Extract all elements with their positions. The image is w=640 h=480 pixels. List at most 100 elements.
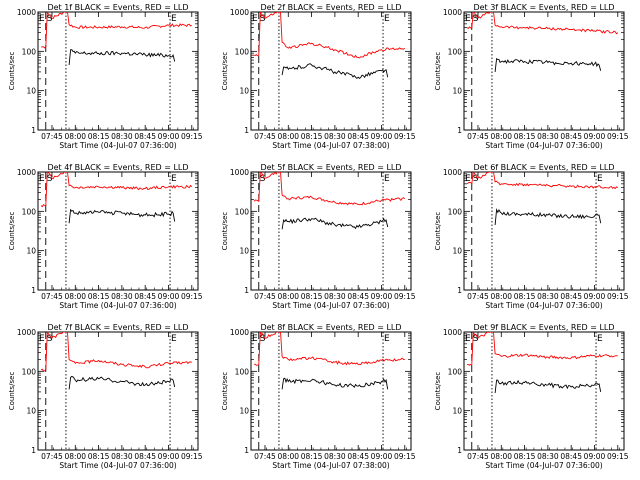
x-tick-label: 08:00	[277, 452, 299, 461]
plot-frame	[463, 171, 625, 291]
x-axis-label: Start Time (04-Jul-07 07:36:00)	[59, 301, 176, 310]
x-tick-label: 08:30	[324, 292, 346, 301]
y-axis-label: Counts/sec	[434, 212, 442, 251]
x-tick-label: 08:45	[560, 132, 582, 141]
x-tick-label: 07:45	[41, 132, 63, 141]
y-axis-label: Counts/sec	[221, 52, 229, 91]
event-marker-label: E	[39, 334, 45, 344]
series-lld-line	[467, 332, 618, 366]
y-tick-label: 10	[239, 87, 249, 96]
x-tick-label: 07:45	[467, 292, 489, 301]
y-axis-label: Counts/sec	[221, 212, 229, 251]
y-tick-label: 1000	[443, 168, 462, 177]
x-tick-label: 08:15	[514, 292, 536, 301]
x-tick-label: 08:45	[134, 452, 156, 461]
series-events-line	[281, 377, 389, 390]
x-tick-label: 07:45	[254, 292, 276, 301]
event-marker-label: E	[171, 174, 177, 184]
y-axis-label: Counts/sec	[434, 372, 442, 411]
y-tick-label: 100	[22, 47, 37, 56]
x-tick-label: 08:30	[537, 452, 559, 461]
y-tick-label: 1	[244, 126, 249, 135]
series-lld-line	[40, 172, 193, 208]
x-tick-label: 08:00	[490, 132, 512, 141]
x-tick-label: 08:45	[134, 132, 156, 141]
y-tick-label: 10	[452, 87, 462, 96]
x-tick-label: 08:30	[324, 452, 346, 461]
x-tick-label: 08:00	[277, 132, 299, 141]
event-marker-label: S	[473, 174, 479, 184]
x-tick-label: 09:00	[158, 132, 180, 141]
x-tick-label: 08:30	[111, 452, 133, 461]
x-tick-label: 08:15	[88, 132, 110, 141]
series-events-line	[68, 49, 176, 66]
x-tick-label: 08:15	[301, 132, 323, 141]
x-tick-label: 08:30	[111, 292, 133, 301]
plot-frame	[37, 331, 199, 451]
x-tick-label: 07:45	[254, 452, 276, 461]
x-tick-label: 08:15	[514, 132, 536, 141]
plot-frame	[250, 11, 412, 131]
panel-title: Det 3f BLACK = Events, RED = LLD	[473, 3, 614, 12]
y-tick-label: 10	[26, 407, 36, 416]
y-tick-label: 1000	[230, 328, 249, 337]
x-tick-label: 09:00	[158, 292, 180, 301]
event-marker-label: E	[384, 14, 390, 24]
event-marker-label: S	[260, 174, 266, 184]
plot-frame	[250, 171, 412, 291]
event-marker-label: E	[171, 334, 177, 344]
x-tick-label: 08:15	[514, 452, 536, 461]
panel-title: Det 7f BLACK = Events, RED = LLD	[47, 323, 188, 332]
y-tick-label: 1	[457, 446, 462, 455]
x-tick-label: 08:30	[537, 132, 559, 141]
x-axis-label: Start Time (04-Jul-07 07:36:00)	[485, 301, 602, 310]
event-marker-label: E	[597, 174, 603, 184]
panel-2: Det 2f BLACK = Events, RED = LLD 1 10 100 10…	[221, 3, 416, 150]
panel-4: Det 4f BLACK = Events, RED = LLD 1 10 100 10…	[8, 163, 203, 310]
y-tick-label: 1	[31, 126, 36, 135]
y-tick-label: 100	[448, 367, 463, 376]
y-tick-label: 100	[448, 47, 463, 56]
y-axis-label: Counts/sec	[221, 372, 229, 411]
y-tick-label: 100	[235, 367, 250, 376]
y-tick-label: 100	[235, 207, 250, 216]
x-tick-label: 07:45	[467, 452, 489, 461]
series-events-line	[68, 375, 176, 390]
y-tick-label: 1000	[443, 8, 462, 17]
series-lld-line	[254, 332, 405, 366]
panel-title: Det 8f BLACK = Events, RED = LLD	[260, 323, 401, 332]
y-tick-label: 100	[22, 207, 37, 216]
series-events-line	[281, 63, 389, 80]
y-tick-label: 1000	[17, 328, 36, 337]
event-marker-label: E	[384, 174, 390, 184]
x-tick-label: 08:45	[134, 292, 156, 301]
panel-6: Det 6f BLACK = Events, RED = LLD 1 10 100 10…	[434, 163, 629, 310]
x-tick-label: 08:00	[277, 292, 299, 301]
y-tick-label: 1000	[17, 168, 36, 177]
panel-title: Det 2f BLACK = Events, RED = LLD	[260, 3, 401, 12]
x-tick-label: 08:30	[111, 132, 133, 141]
x-tick-label: 09:00	[371, 132, 393, 141]
panel-1: Det 1f BLACK = Events, RED = LLD 1 10 100 10…	[8, 3, 203, 150]
x-tick-label: 07:45	[467, 132, 489, 141]
x-tick-label: 09:15	[394, 292, 416, 301]
event-marker-label: S	[260, 334, 266, 344]
event-marker-label: E	[465, 14, 471, 24]
event-marker-label: E	[252, 334, 258, 344]
x-tick-label: 09:00	[371, 292, 393, 301]
y-tick-label: 1	[244, 286, 249, 295]
event-marker-label: E	[39, 14, 45, 24]
series-lld-line	[40, 332, 192, 372]
x-tick-label: 08:00	[490, 452, 512, 461]
series-events-line	[68, 208, 176, 224]
y-tick-label: 1000	[230, 8, 249, 17]
y-tick-label: 10	[239, 247, 249, 256]
series-lld-line	[466, 172, 619, 190]
event-marker-label: E	[252, 14, 258, 24]
x-tick-label: 09:00	[371, 452, 393, 461]
y-tick-label: 1	[457, 126, 462, 135]
x-tick-label: 09:15	[394, 452, 416, 461]
panel-5: Det 5f BLACK = Events, RED = LLD 1 10 100 10…	[221, 163, 416, 310]
event-marker-label: E	[597, 334, 603, 344]
y-axis-label: Counts/sec	[8, 372, 16, 411]
